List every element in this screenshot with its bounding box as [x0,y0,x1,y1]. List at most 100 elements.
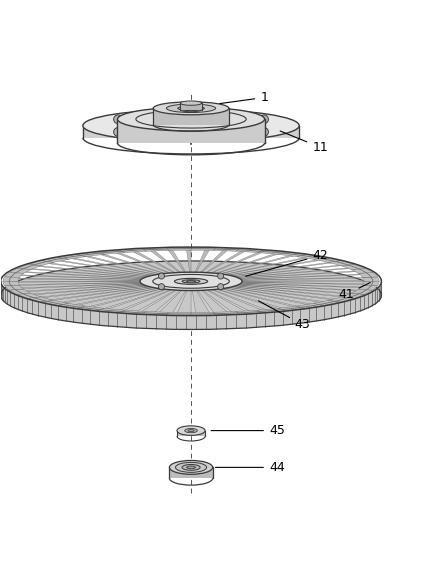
Ellipse shape [140,272,242,291]
Circle shape [114,128,122,136]
Polygon shape [237,285,361,295]
Polygon shape [172,290,187,314]
Polygon shape [169,467,213,478]
Ellipse shape [180,101,202,106]
Polygon shape [230,261,340,276]
Polygon shape [130,250,176,273]
Polygon shape [116,289,172,312]
Polygon shape [99,289,167,310]
Polygon shape [17,293,41,298]
Polygon shape [214,248,240,251]
Polygon shape [76,306,105,311]
Polygon shape [210,251,266,273]
Text: 43: 43 [258,301,311,331]
Polygon shape [97,250,125,255]
Polygon shape [278,306,306,311]
Polygon shape [257,309,285,313]
Polygon shape [216,289,287,310]
Polygon shape [180,103,202,110]
Polygon shape [39,262,151,276]
Polygon shape [3,281,20,286]
Polygon shape [329,297,354,302]
Polygon shape [278,252,306,256]
Polygon shape [42,287,151,302]
Polygon shape [236,310,263,314]
Polygon shape [142,311,168,315]
Ellipse shape [166,104,216,113]
Polygon shape [17,264,41,270]
Polygon shape [54,287,155,304]
Polygon shape [233,264,350,277]
Polygon shape [177,430,205,436]
Ellipse shape [174,278,207,284]
Polygon shape [201,290,234,314]
Polygon shape [228,287,331,303]
Circle shape [158,273,164,279]
Polygon shape [83,126,299,137]
Polygon shape [11,283,143,289]
Polygon shape [363,281,379,286]
Polygon shape [42,300,69,305]
Polygon shape [30,265,148,277]
Polygon shape [215,252,283,274]
Ellipse shape [83,110,299,142]
Polygon shape [153,290,182,314]
Polygon shape [9,289,31,294]
Polygon shape [236,249,263,252]
Polygon shape [16,284,144,292]
Polygon shape [351,269,373,273]
Ellipse shape [188,430,194,432]
Polygon shape [351,289,373,294]
Ellipse shape [178,106,204,111]
Ellipse shape [187,281,196,282]
Ellipse shape [185,429,197,433]
Polygon shape [15,271,144,279]
Polygon shape [119,249,146,252]
Polygon shape [227,259,328,276]
Polygon shape [214,311,240,315]
Polygon shape [240,274,371,280]
Ellipse shape [177,426,205,436]
Polygon shape [196,290,215,314]
Polygon shape [240,283,372,288]
Polygon shape [119,310,146,314]
Text: 42: 42 [246,249,328,276]
Polygon shape [224,288,318,306]
Polygon shape [112,251,171,273]
Polygon shape [341,264,365,270]
Polygon shape [236,267,359,278]
Polygon shape [313,300,340,305]
Polygon shape [329,261,354,266]
Ellipse shape [153,102,229,115]
Polygon shape [153,108,229,125]
Text: 45: 45 [211,424,285,437]
Polygon shape [95,253,166,274]
Polygon shape [240,282,375,285]
Ellipse shape [175,462,207,472]
Ellipse shape [1,261,381,329]
Polygon shape [167,248,191,251]
Polygon shape [363,277,379,281]
Polygon shape [211,289,270,311]
Polygon shape [358,285,378,290]
Polygon shape [220,288,303,308]
Polygon shape [8,278,141,281]
Polygon shape [224,256,314,275]
Polygon shape [186,248,191,273]
Polygon shape [219,254,299,274]
Circle shape [260,115,268,124]
Polygon shape [97,309,125,313]
Circle shape [260,128,268,136]
Polygon shape [10,274,142,280]
Polygon shape [238,270,366,278]
Polygon shape [167,248,186,273]
Polygon shape [240,277,374,280]
Polygon shape [207,290,253,313]
Polygon shape [118,119,265,143]
Polygon shape [28,297,54,302]
Text: 11: 11 [280,131,328,154]
Polygon shape [9,269,31,273]
Polygon shape [4,285,24,290]
Polygon shape [7,281,141,282]
Polygon shape [148,249,181,273]
